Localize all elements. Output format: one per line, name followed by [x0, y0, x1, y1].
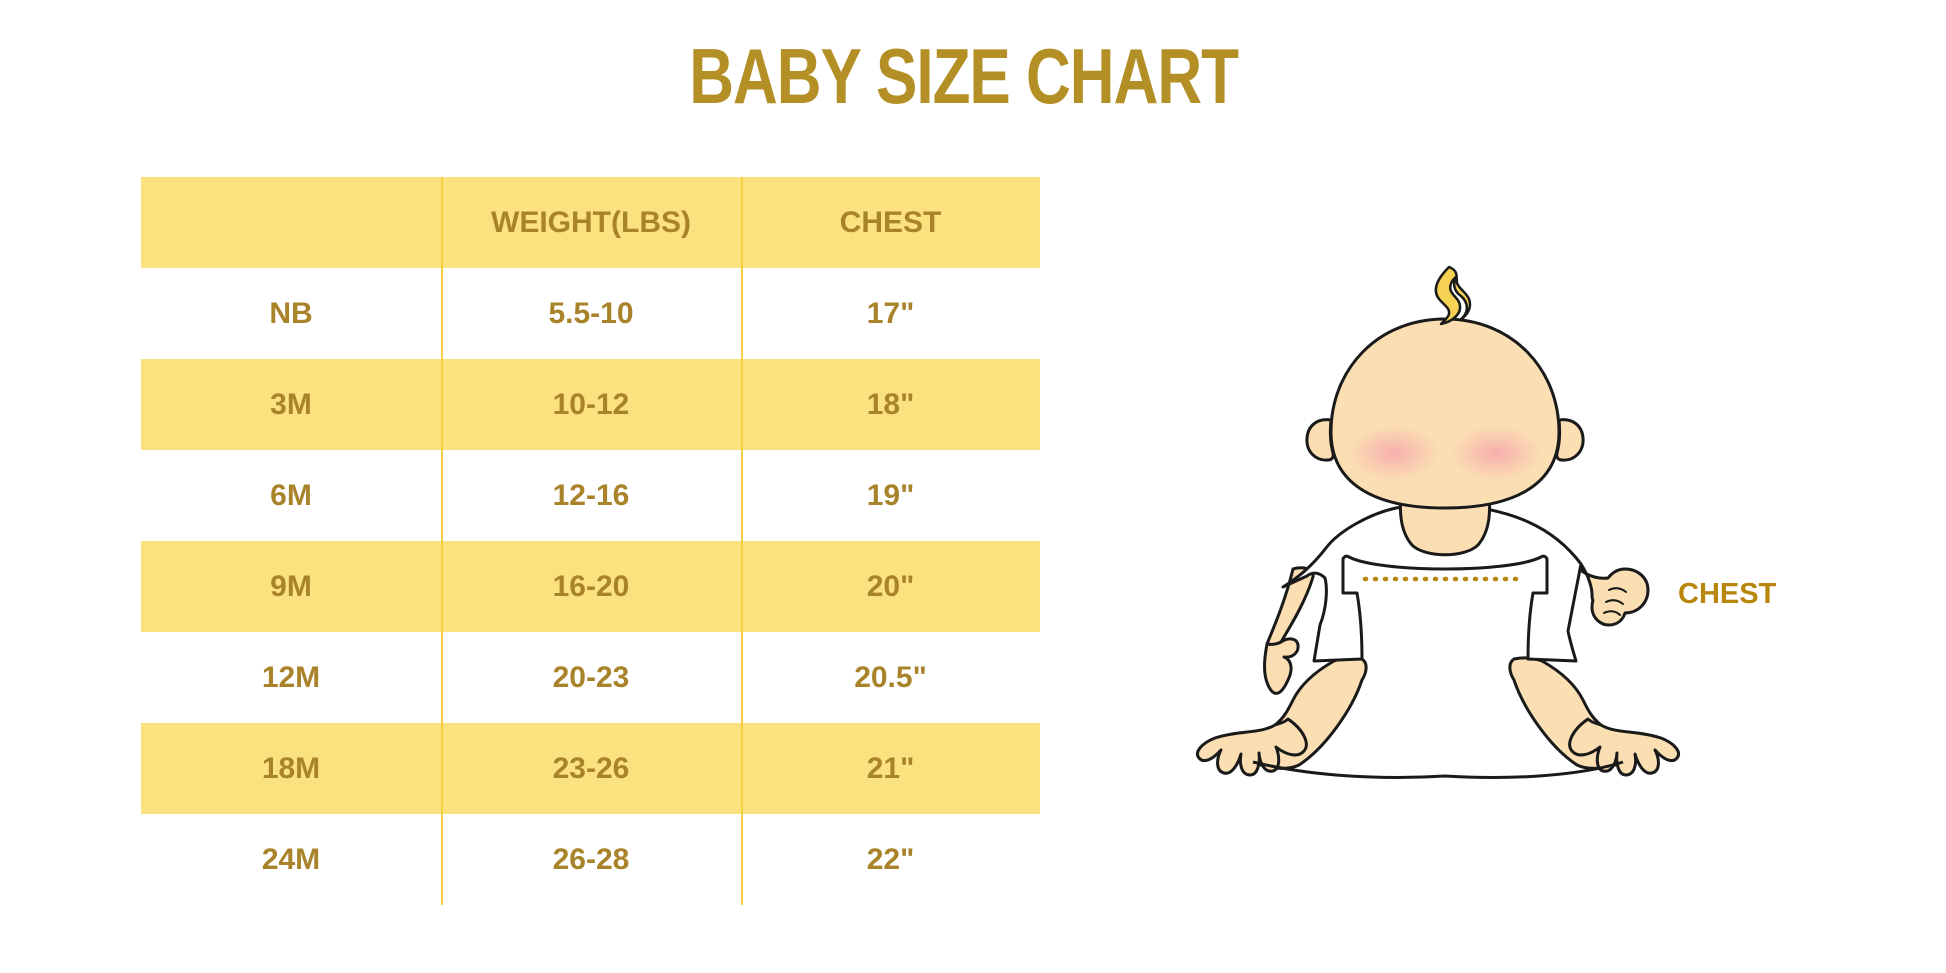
svg-text:CHEST: CHEST	[1678, 578, 1777, 610]
